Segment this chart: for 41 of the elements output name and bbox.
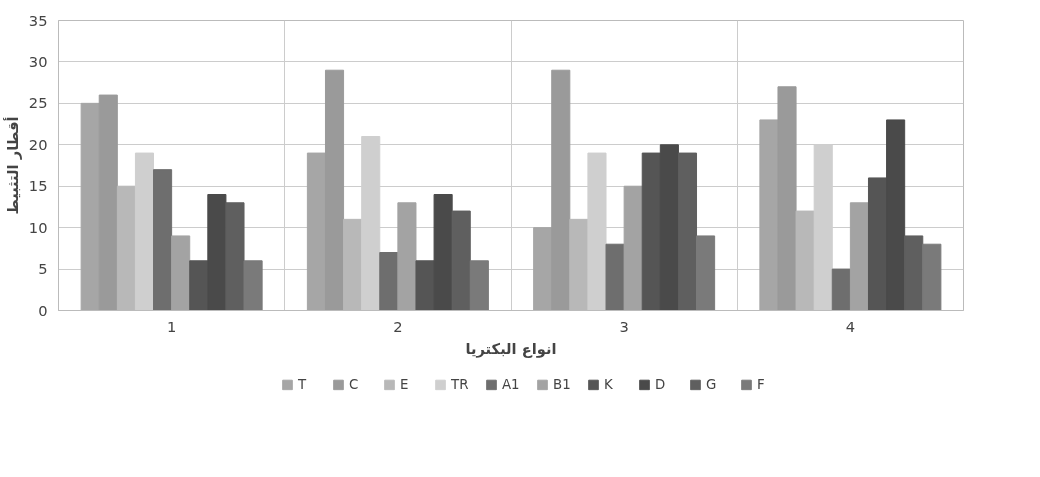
legend-label: T xyxy=(298,376,308,392)
bar xyxy=(696,235,716,311)
x-tick-label: 1 xyxy=(166,317,177,335)
y-tick-label: 20 xyxy=(28,135,48,153)
bar xyxy=(397,202,417,311)
legend-label: E xyxy=(400,376,410,392)
legend-label: C xyxy=(349,376,360,392)
bar xyxy=(623,185,643,311)
bar xyxy=(451,210,471,311)
bar xyxy=(904,235,924,311)
legend-label: A1 xyxy=(502,376,521,392)
bar xyxy=(849,202,869,311)
y-tick-label: 10 xyxy=(28,218,48,236)
y-tick-label: 30 xyxy=(28,52,48,70)
legend-label: D xyxy=(655,376,667,392)
bar xyxy=(605,243,625,311)
y-tick-label: 25 xyxy=(28,94,48,112)
x-axis-title: انواع البكتريا xyxy=(465,339,557,358)
bar xyxy=(379,252,399,311)
bar xyxy=(171,235,191,311)
legend-label: K xyxy=(604,376,614,392)
bar xyxy=(922,243,942,311)
legend-label: G xyxy=(706,376,718,392)
bar xyxy=(153,169,173,311)
bar xyxy=(225,202,245,311)
y-tick-label: 0 xyxy=(38,301,48,319)
y-tick-label: 35 xyxy=(28,11,48,29)
legend-label: B1 xyxy=(553,376,572,392)
bar xyxy=(134,152,155,311)
bar xyxy=(469,260,489,311)
y-tick-label: 5 xyxy=(38,260,48,278)
x-tick-label: 3 xyxy=(619,317,629,335)
x-tick-label: 2 xyxy=(393,317,403,335)
y-tick-label: 15 xyxy=(28,177,48,195)
bar xyxy=(243,260,263,311)
bar xyxy=(831,268,851,311)
y-axis-title: أقطار التثبيط xyxy=(2,116,22,215)
x-tick-label: 4 xyxy=(845,317,856,335)
legend-label: F xyxy=(757,376,766,392)
bar xyxy=(677,152,698,311)
legend-label: TR xyxy=(451,376,470,392)
